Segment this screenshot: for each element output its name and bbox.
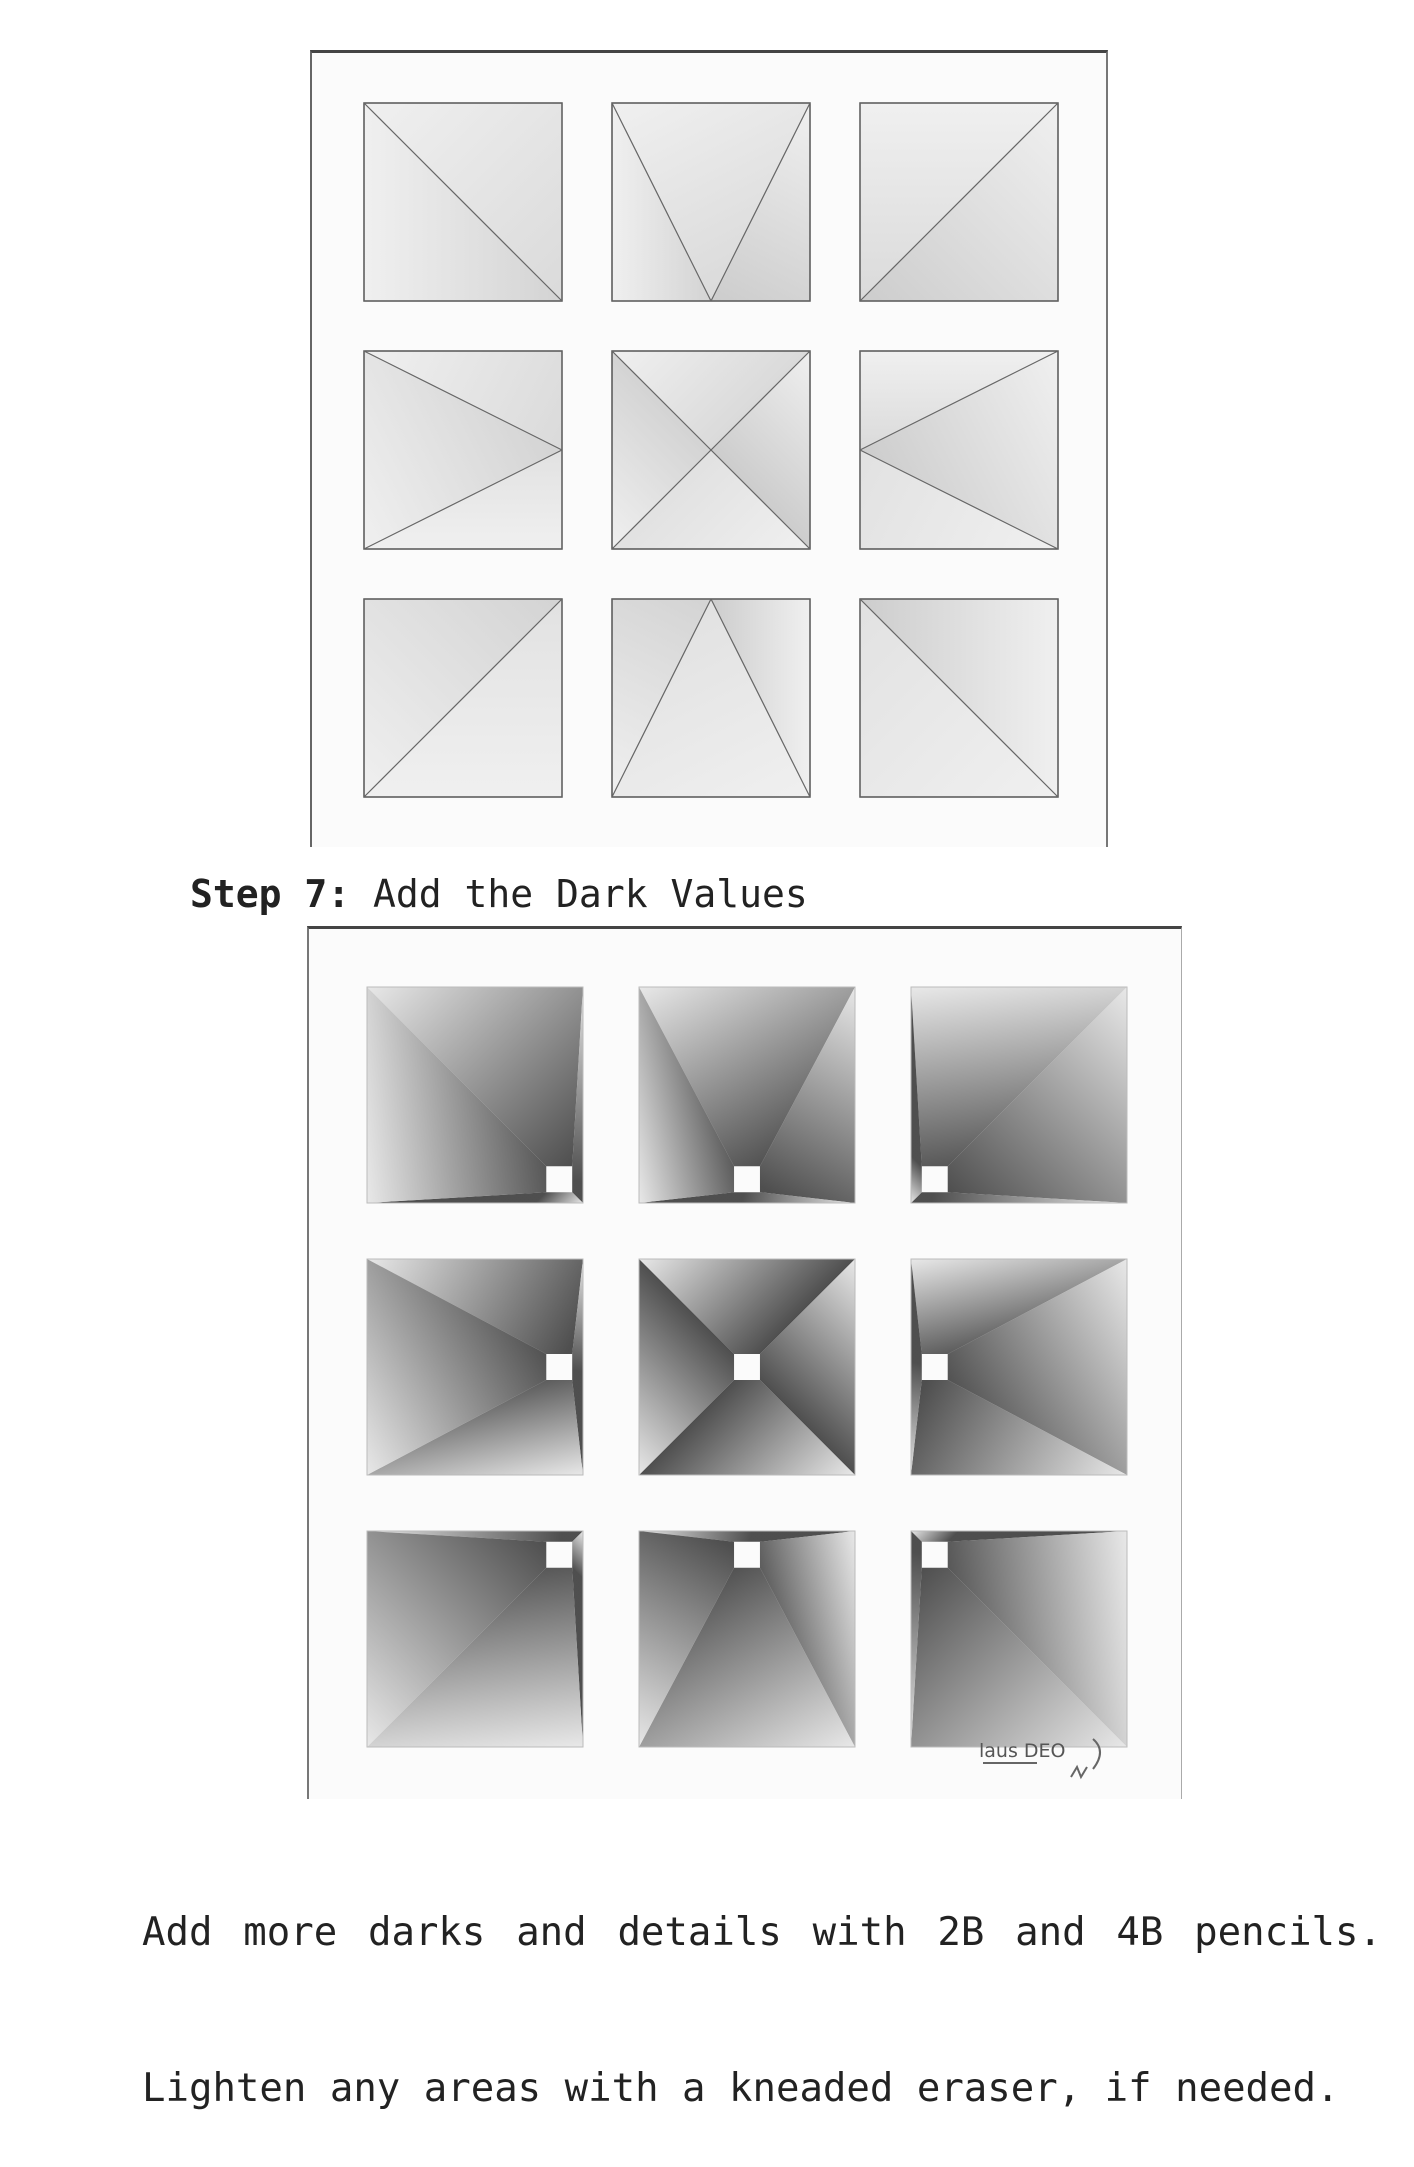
box-3-wall-4 (911, 987, 922, 1203)
box-3-wall-3 (911, 1192, 1127, 1203)
step-heading: Step 7: Add the Dark Values (190, 872, 808, 916)
box-2-wall-2 (759, 987, 855, 1203)
box-6-edge-2 (859, 350, 1059, 451)
box-4-wall-4 (364, 351, 562, 549)
box-5-wall-1 (639, 1259, 855, 1355)
box-5-edge-3 (710, 449, 811, 550)
box-5-edge-1 (611, 350, 712, 451)
box-6-wall-1 (911, 1259, 1127, 1355)
box-7-wall-3 (367, 1567, 583, 1747)
box-5-wall-3 (639, 1379, 855, 1475)
box-3-frame (910, 986, 1128, 1204)
box-8-wall-3 (639, 1567, 855, 1747)
box-4-edge-1 (363, 350, 563, 451)
step-caption: Add more darks and details with 2B and 4… (142, 1803, 1382, 2167)
box-4-edge-4 (363, 449, 563, 550)
box-9-wall-1 (911, 1531, 1127, 1542)
box-5-wall-1 (612, 351, 810, 450)
box-7-wall-1 (367, 1531, 583, 1542)
box-1-frame (366, 986, 584, 1204)
bottom-pencil-drawing: laus DEO (307, 926, 1182, 1799)
box-7-wall-4 (367, 1531, 547, 1747)
box-4-wall-2 (572, 1259, 583, 1475)
box-2-frame (638, 986, 856, 1204)
box-5-wall-3 (612, 450, 810, 549)
box-5-wall-2 (759, 1259, 855, 1475)
box-5-edge-2 (710, 350, 811, 451)
box-5-frame (638, 1258, 856, 1476)
box-6-frame (910, 1258, 1128, 1476)
box-3-wall-1 (911, 987, 1127, 1167)
artist-signature: laus DEO (979, 1738, 1101, 1780)
box-4-frame (366, 1258, 584, 1476)
box-6-wall-3 (911, 1379, 1127, 1475)
signature-text: laus DEO (979, 1740, 1066, 1762)
box-7-frame (366, 1530, 584, 1748)
box-2-wall-3 (639, 1192, 855, 1203)
caption-line-2: Lighten any areas with a kneaded eraser,… (142, 2066, 1340, 2111)
caption-line-1: Add more darks and details with 2B and 4… (142, 1910, 1382, 1955)
box-9-edge-3 (859, 598, 1059, 798)
box-2-wall-1 (639, 987, 855, 1167)
box-3-wall-2 (947, 987, 1127, 1203)
box-6-edge-3 (859, 449, 1059, 550)
box-2-wall-1 (612, 103, 810, 301)
box-2-edge-1 (611, 102, 712, 302)
box-6-wall-4 (911, 1259, 922, 1475)
step-number: Step 7: (190, 872, 351, 916)
box-1-edge-1 (363, 102, 563, 302)
box-8-wall-3 (612, 599, 810, 797)
box-7-wall-2 (572, 1531, 583, 1747)
box-1-wall-1 (367, 987, 583, 1167)
box-9-wall-4 (911, 1531, 922, 1747)
box-8-wall-4 (639, 1531, 735, 1747)
box-9-wall-3 (911, 1567, 1127, 1747)
box-2-edge-2 (710, 102, 811, 302)
box-2-wall-4 (639, 987, 735, 1203)
box-1-wall-3 (367, 1192, 583, 1203)
box-grid-light-values (363, 102, 1059, 798)
box-8-wall-1 (639, 1531, 855, 1542)
box-3-edge-2 (859, 102, 1059, 302)
box-grid-dark-values (366, 986, 1128, 1748)
step-title: Add the Dark Values (350, 872, 808, 916)
box-4-wall-1 (367, 1259, 583, 1355)
box-8-edge-3 (710, 598, 811, 798)
box-5-wall-4 (639, 1259, 735, 1475)
box-4-wall-3 (367, 1379, 583, 1475)
box-8-wall-2 (759, 1531, 855, 1747)
box-9-wall-2 (947, 1531, 1127, 1747)
box-9-frame (910, 1530, 1128, 1748)
box-8-edge-4 (611, 598, 712, 798)
box-5-wall-4 (612, 351, 711, 549)
box-5-edge-4 (611, 449, 712, 550)
box-6-wall-2 (947, 1259, 1127, 1475)
box-1-wall-4 (367, 987, 547, 1203)
box-1-wall-2 (572, 987, 583, 1203)
box-6-wall-2 (860, 351, 1058, 549)
top-pencil-drawing (310, 50, 1108, 847)
box-8-frame (638, 1530, 856, 1748)
box-4-wall-4 (367, 1259, 547, 1475)
box-7-edge-4 (363, 598, 563, 798)
box-5-frame (611, 350, 811, 550)
box-5-wall-2 (711, 351, 810, 549)
